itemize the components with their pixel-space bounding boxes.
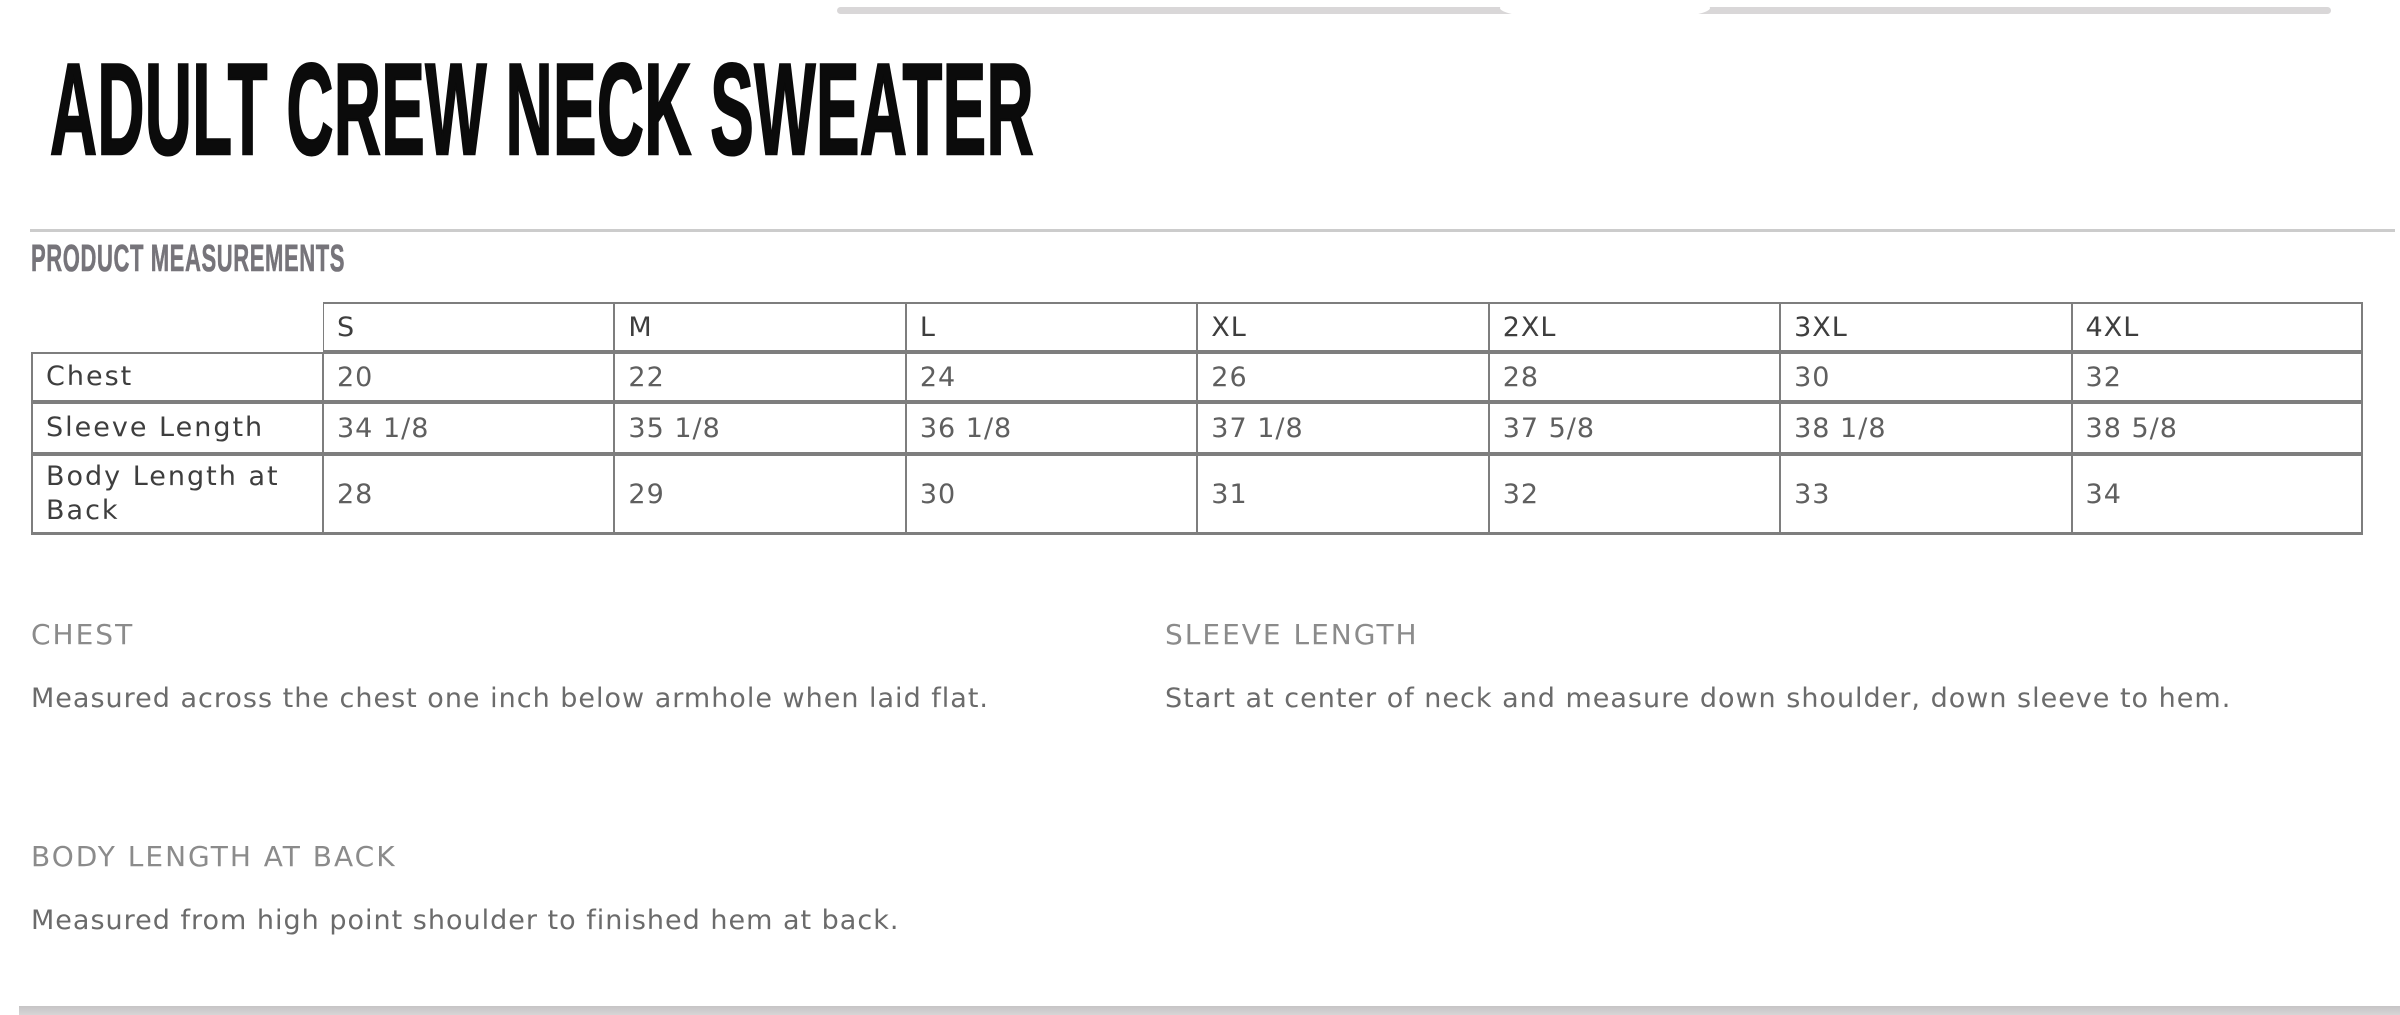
definition-heading: CHEST <box>31 618 135 651</box>
definition-body-length-at-back: BODY LENGTH AT BACK Measured from high p… <box>31 840 1281 947</box>
row-label: Body Length at Back <box>31 454 323 535</box>
page-title: ADULT CREW NECK SWEATER <box>49 36 1035 182</box>
measurement-cell: 35 1/8 <box>614 402 906 454</box>
table-corner-cell <box>31 302 323 352</box>
table-row-body-length: Body Length at Back 28 29 30 31 32 33 34 <box>31 454 2363 535</box>
size-column-header: 4XL <box>2071 302 2363 352</box>
measurement-cell: 33 <box>1780 454 2072 535</box>
measurement-cell: 28 <box>1488 352 1781 402</box>
measurement-cell: 32 <box>1488 454 1781 535</box>
size-column-header: XL <box>1197 302 1489 352</box>
definition-text: Start at center of neck and measure down… <box>1165 683 2232 714</box>
measurement-cell: 36 1/8 <box>905 402 1198 454</box>
measurement-cell: 29 <box>614 454 906 535</box>
size-column-header: 2XL <box>1488 302 1781 352</box>
table-row-chest: Chest 20 22 24 26 28 30 32 <box>31 352 2363 402</box>
top-edge-notch <box>1500 0 1710 21</box>
measurement-cell: 22 <box>614 352 906 402</box>
bottom-edge-bar <box>19 1006 2400 1015</box>
divider-line <box>30 229 2395 232</box>
definition-text: Measured from high point shoulder to fin… <box>31 905 900 936</box>
measurement-cell: 20 <box>323 352 615 402</box>
size-column-header: M <box>614 302 906 352</box>
measurement-cell: 30 <box>905 454 1198 535</box>
measurement-cell: 37 5/8 <box>1488 402 1781 454</box>
product-measurements-title: PRODUCT MEASUREMENTS <box>31 238 346 281</box>
definition-heading: SLEEVE LENGTH <box>1165 618 1419 651</box>
measurement-cell: 38 1/8 <box>1780 402 2072 454</box>
definition-text: Measured across the chest one inch below… <box>31 683 990 714</box>
measurement-cell: 34 <box>2071 454 2363 535</box>
definition-heading: BODY LENGTH AT BACK <box>31 840 397 873</box>
row-label: Sleeve Length <box>31 402 323 454</box>
top-edge-bar <box>837 0 2331 21</box>
size-table: S M L XL 2XL 3XL 4XL Chest 20 22 24 26 2… <box>31 302 2363 535</box>
measurement-cell: 34 1/8 <box>323 402 615 454</box>
measurement-cell: 37 1/8 <box>1197 402 1489 454</box>
row-label: Chest <box>31 352 323 402</box>
size-column-header: 3XL <box>1780 302 2072 352</box>
size-header-row: S M L XL 2XL 3XL 4XL <box>31 302 2363 352</box>
size-column-header: S <box>323 302 615 352</box>
measurement-cell: 28 <box>323 454 615 535</box>
measurement-cell: 24 <box>905 352 1198 402</box>
size-column-header: L <box>905 302 1198 352</box>
measurement-cell: 38 5/8 <box>2071 402 2363 454</box>
definition-sleeve-length: SLEEVE LENGTH Start at center of neck an… <box>1165 618 2285 725</box>
definition-chest: CHEST Measured across the chest one inch… <box>31 618 1131 725</box>
measurement-cell: 31 <box>1197 454 1489 535</box>
measurement-cell: 26 <box>1197 352 1489 402</box>
table-row-sleeve-length: Sleeve Length 34 1/8 35 1/8 36 1/8 37 1/… <box>31 402 2363 454</box>
measurement-cell: 30 <box>1780 352 2072 402</box>
measurement-cell: 32 <box>2071 352 2363 402</box>
